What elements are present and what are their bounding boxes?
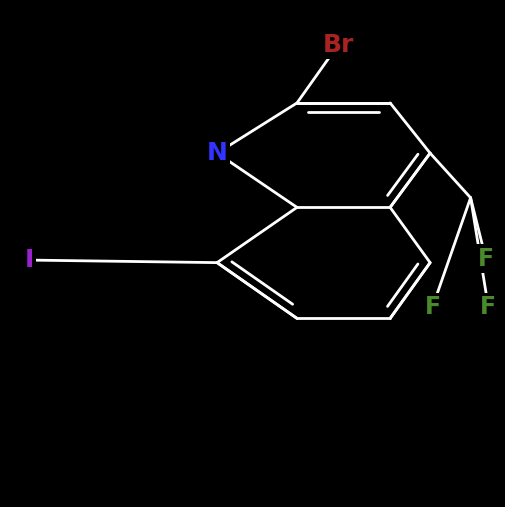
Text: N: N: [206, 141, 227, 165]
Text: F: F: [477, 246, 493, 271]
Text: I: I: [25, 248, 34, 272]
Text: Br: Br: [322, 33, 353, 57]
Text: F: F: [479, 295, 495, 319]
Text: F: F: [424, 295, 440, 319]
